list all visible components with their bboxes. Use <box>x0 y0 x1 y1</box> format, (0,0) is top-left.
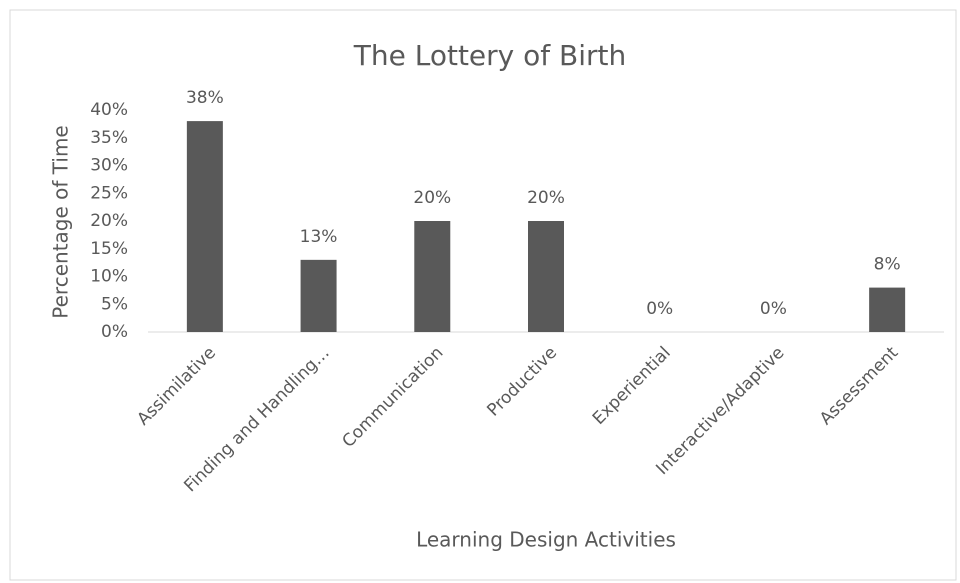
chart-frame <box>9 9 957 581</box>
bar <box>414 221 451 332</box>
bar <box>869 287 906 332</box>
y-tick-label: 10% <box>90 267 128 287</box>
data-label: 13% <box>300 227 338 247</box>
data-label: 20% <box>413 188 451 208</box>
data-label: 38% <box>186 88 224 108</box>
y-tick-label: 35% <box>90 128 128 148</box>
bar <box>300 259 337 332</box>
y-tick-label: 40% <box>90 100 128 120</box>
y-tick-label: 30% <box>90 156 128 176</box>
x-axis-title: Learning Design Activities <box>416 528 676 552</box>
y-tick-label: 15% <box>90 239 128 259</box>
data-label: 0% <box>760 299 787 319</box>
y-axis-title: Percentage of Time <box>49 125 73 318</box>
y-tick-label: 25% <box>90 183 128 203</box>
bar <box>528 221 564 332</box>
data-label: 20% <box>527 188 565 208</box>
y-tick-label: 20% <box>90 211 128 231</box>
y-tick-label: 5% <box>101 294 128 314</box>
data-label: 8% <box>874 255 901 275</box>
chart-title: The Lottery of Birth <box>353 39 627 72</box>
data-label: 0% <box>646 299 673 319</box>
bar <box>186 121 223 332</box>
y-tick-label: 0% <box>101 322 128 342</box>
